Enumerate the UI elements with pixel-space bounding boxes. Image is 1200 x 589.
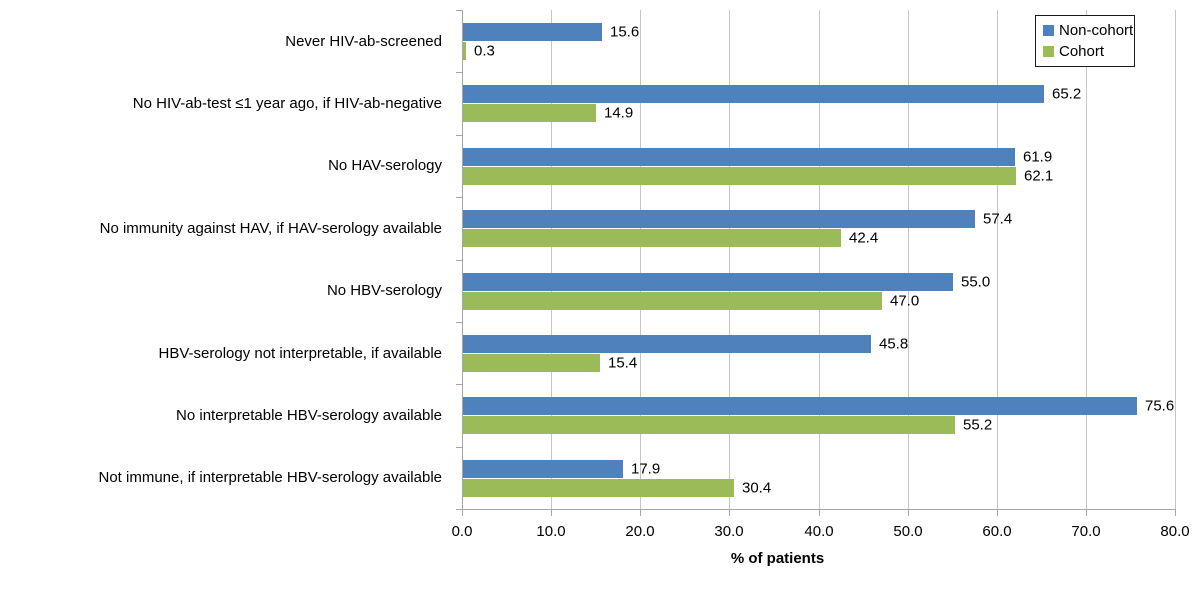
x-tick-label: 50.0: [893, 523, 923, 540]
category-label: No HBV-serology: [326, 282, 442, 300]
gridline: [996, 10, 998, 509]
gridline: [1085, 10, 1087, 509]
bar-cohort: [463, 229, 841, 247]
bar-value-label: 42.4: [849, 229, 879, 247]
bar-value-label: 55.0: [961, 273, 991, 291]
bar-value-label: 15.6: [610, 23, 640, 41]
bar-value-label: 55.2: [963, 416, 993, 434]
bar-cohort: [463, 479, 734, 497]
gridline: [551, 10, 553, 509]
x-tick-label: 70.0: [1071, 523, 1101, 540]
x-tick-label: 40.0: [804, 523, 834, 540]
bar-value-label: 65.2: [1052, 85, 1082, 103]
bar-value-label: 17.9: [631, 460, 661, 478]
x-tick-label: 0.0: [451, 523, 473, 540]
x-tick-mark: [1086, 510, 1087, 516]
legend-swatch-icon: [1043, 46, 1054, 57]
legend-item-label: Non-cohort: [1059, 22, 1134, 39]
x-axis-title: % of patients: [730, 550, 825, 567]
bar-value-label: 15.4: [608, 354, 638, 372]
bar-non-cohort: [463, 460, 623, 478]
gridline: [1175, 10, 1176, 509]
bar-value-label: 61.9: [1023, 148, 1053, 166]
bar-value-label: 45.8: [879, 335, 909, 353]
category-label: HBV-serology not interpretable, if avail…: [158, 344, 443, 362]
bar-cohort: [463, 416, 955, 434]
x-tick-label: 30.0: [714, 523, 744, 540]
legend-item-label: Cohort: [1059, 43, 1105, 60]
x-tick-mark: [640, 510, 641, 516]
bar-non-cohort: [463, 148, 1015, 166]
y-tick-mark: [456, 197, 462, 198]
category-label: No HIV-ab-test ≤1 year ago, if HIV-ab-ne…: [132, 95, 442, 113]
legend: Non-cohort Cohort: [1035, 15, 1135, 67]
x-tick-label: 10.0: [536, 523, 566, 540]
y-tick-mark: [456, 447, 462, 448]
x-tick-mark: [462, 510, 463, 516]
bar-cohort: [463, 42, 466, 60]
category-label: Not immune, if interpretable HBV-serolog…: [98, 469, 443, 487]
bar-value-label: 57.4: [983, 210, 1013, 228]
x-tick-mark: [997, 510, 998, 516]
x-tick-mark: [908, 510, 909, 516]
y-tick-mark: [456, 509, 462, 510]
bar-non-cohort: [463, 85, 1044, 103]
gridline: [907, 10, 909, 509]
x-tick-mark: [1175, 510, 1176, 516]
x-tick-label: 80.0: [1160, 523, 1190, 540]
bar-cohort: [463, 292, 882, 310]
category-label: No HAV-serology: [328, 157, 442, 175]
bar-cohort: [463, 354, 600, 372]
bar-cohort: [463, 167, 1016, 185]
x-tick-mark: [819, 510, 820, 516]
y-tick-mark: [456, 260, 462, 261]
y-tick-mark: [456, 10, 462, 11]
bar-non-cohort: [463, 23, 602, 41]
bar-value-label: 75.6: [1145, 397, 1175, 415]
bar-cohort: [463, 104, 596, 122]
x-tick-mark: [551, 510, 552, 516]
bar-value-label: 47.0: [890, 292, 920, 310]
bar-value-label: 30.4: [742, 479, 772, 497]
bar-value-label: 0.3: [474, 42, 495, 60]
category-label: No immunity against HAV, if HAV-serology…: [99, 219, 442, 237]
y-tick-mark: [456, 384, 462, 385]
bar-non-cohort: [463, 397, 1137, 415]
x-tick-label: 20.0: [625, 523, 655, 540]
y-tick-mark: [456, 72, 462, 73]
x-tick-mark: [729, 510, 730, 516]
category-label: Never HIV-ab-screened: [285, 32, 442, 50]
legend-item: Non-cohort: [1043, 20, 1133, 41]
gridline: [818, 10, 820, 509]
gridline: [729, 10, 731, 509]
bar-non-cohort: [463, 210, 975, 228]
bar-value-label: 62.1: [1024, 167, 1054, 185]
bar-non-cohort: [463, 335, 871, 353]
bar-value-label: 14.9: [604, 104, 634, 122]
y-tick-mark: [456, 135, 462, 136]
legend-swatch-icon: [1043, 25, 1054, 36]
plot-area: 15.6 65.2 61.9 57.4 55.0 45.8 75.6 17.9 0.3 14.9 6…: [456, 10, 1176, 510]
legend-item: Cohort: [1043, 41, 1127, 62]
gridline: [640, 10, 642, 509]
category-label: No interpretable HBV-serology available: [176, 406, 442, 424]
x-tick-label: 60.0: [982, 523, 1012, 540]
y-tick-mark: [456, 322, 462, 323]
bar-non-cohort: [463, 273, 953, 291]
